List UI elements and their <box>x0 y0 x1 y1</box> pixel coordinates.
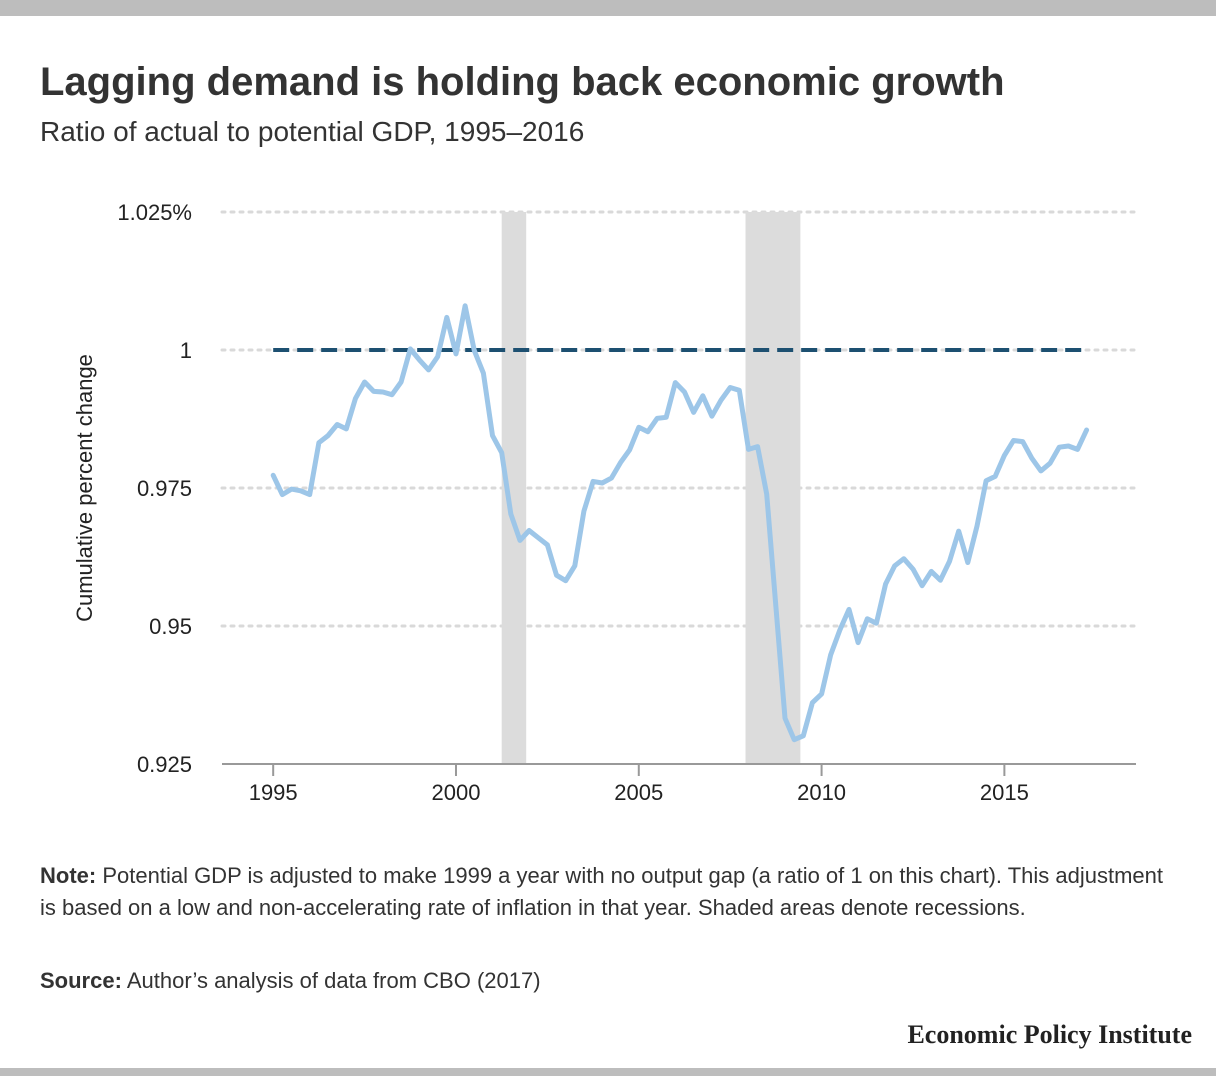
x-tick-label: 2015 <box>980 780 1029 805</box>
x-tick-label: 2005 <box>614 780 663 805</box>
gridlines <box>220 210 1138 628</box>
chart-title: Lagging demand is holding back economic … <box>40 60 1005 104</box>
x-axis-tick-labels: 1995 2000 2005 2010 2015 <box>249 780 1029 805</box>
publisher-logo: Economic Policy Institute <box>907 1020 1192 1049</box>
source-text: Author’s analysis of data from CBO (2017… <box>126 968 541 993</box>
series-group <box>270 303 1090 743</box>
x-tick-label: 2000 <box>432 780 481 805</box>
chart-source: Source: Author’s analysis of data from C… <box>40 968 541 994</box>
chart-subtitle: Ratio of actual to potential GDP, 1995–2… <box>40 116 585 147</box>
source-label: Source: <box>40 968 122 993</box>
bottom-border-bar <box>0 1068 1216 1076</box>
y-axis-label: Cumulative percent change <box>72 354 97 622</box>
note-text: Potential GDP is adjusted to make 1999 a… <box>40 863 1164 920</box>
x-tick-label: 2010 <box>797 780 846 805</box>
y-tick-label: 1.025% <box>117 200 192 225</box>
y-tick-label: 0.975 <box>137 476 192 501</box>
recession-shading <box>501 212 801 764</box>
series-line <box>270 303 1090 743</box>
top-border-bar <box>0 0 1216 16</box>
y-tick-label: 0.95 <box>149 614 192 639</box>
y-axis-tick-labels: 1.025% 1 0.975 0.95 0.925 <box>117 200 192 777</box>
x-tick-label: 1995 <box>249 780 298 805</box>
x-axis <box>222 763 1136 776</box>
note-label: Note: <box>40 863 97 888</box>
y-tick-label: 1 <box>180 338 192 363</box>
recession-band <box>745 212 801 764</box>
y-tick-label: 0.925 <box>137 752 192 777</box>
line-chart: 1.025% 1 0.975 0.95 0.925 1995 2000 2005 2010 20… <box>72 200 1138 805</box>
chart-note: Note: Potential GDP is adjusted to make … <box>40 860 1180 924</box>
